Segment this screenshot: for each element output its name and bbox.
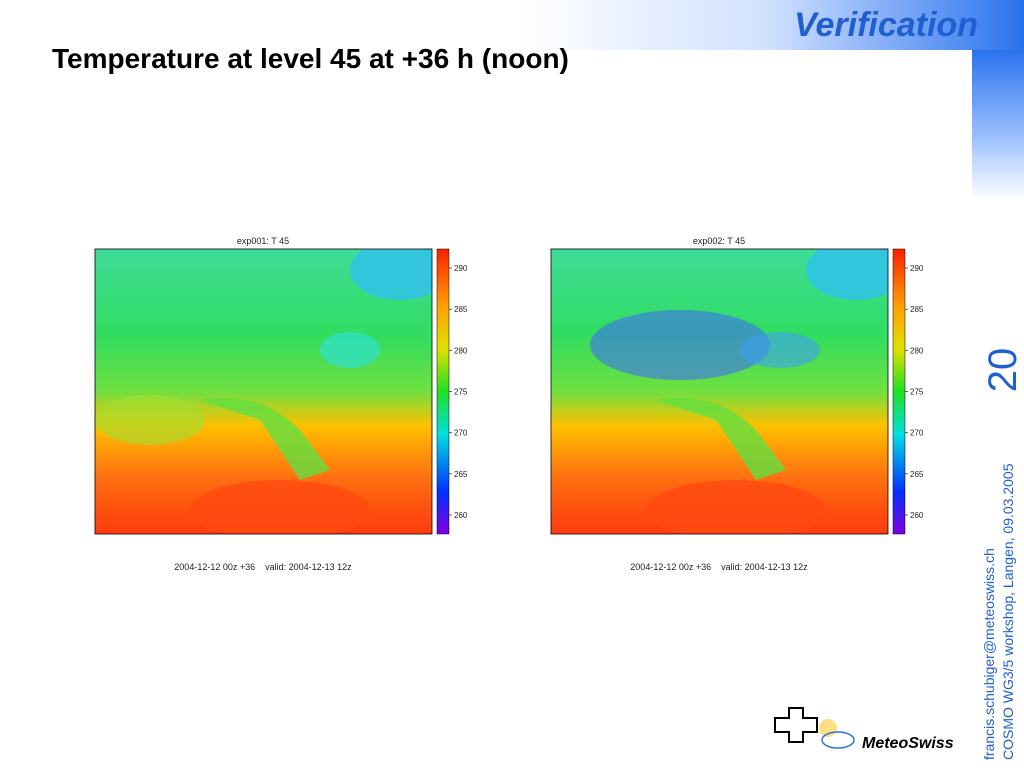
- panel-title: exp002: T 45: [693, 236, 745, 246]
- colorbar-label: 290: [910, 264, 924, 273]
- colorbar: [436, 248, 450, 535]
- colorbar-label: 280: [454, 346, 468, 355]
- colorbar-label: 290: [454, 264, 468, 273]
- slide-title: Temperature at level 45 at +36 h (noon): [52, 43, 569, 74]
- logo: MeteoSwiss: [774, 707, 954, 752]
- colorbar-label: 275: [454, 388, 468, 397]
- colorbar-label: 275: [910, 388, 924, 397]
- header-banner: [520, 0, 1024, 50]
- colorbar-label: 260: [910, 511, 924, 520]
- colorbar-label: 270: [910, 429, 924, 438]
- map: [95, 249, 432, 534]
- panel-caption: 2004-12-12 00z +36 valid: 2004-12-13 12z: [174, 562, 352, 572]
- footer-line: COSMO WG3/5 workshop, Langen, 09.03.2005: [1000, 463, 1016, 760]
- panel-title: exp001: T 45: [237, 236, 289, 246]
- footer-line: francis.schubiger@meteoswiss.ch: [981, 548, 997, 760]
- colorbar-label: 270: [454, 429, 468, 438]
- logo-text: MeteoSwiss: [862, 735, 954, 752]
- colorbar-label: 285: [454, 305, 468, 314]
- panel-caption: 2004-12-12 00z +36 valid: 2004-12-13 12z: [630, 562, 808, 572]
- colorbar-label: 285: [910, 305, 924, 314]
- colorbar-label: 280: [910, 346, 924, 355]
- colorbar-label: 260: [454, 511, 468, 520]
- section-title: Verification: [794, 6, 978, 44]
- colorbar: [892, 248, 906, 535]
- colorbar-label: 265: [454, 470, 468, 479]
- side-band: [972, 50, 1024, 300]
- map-frame: [550, 248, 889, 535]
- map-frame: [94, 248, 433, 535]
- colorbar-label: 265: [910, 470, 924, 479]
- map: [551, 249, 888, 534]
- slide-number: 20: [981, 348, 1024, 393]
